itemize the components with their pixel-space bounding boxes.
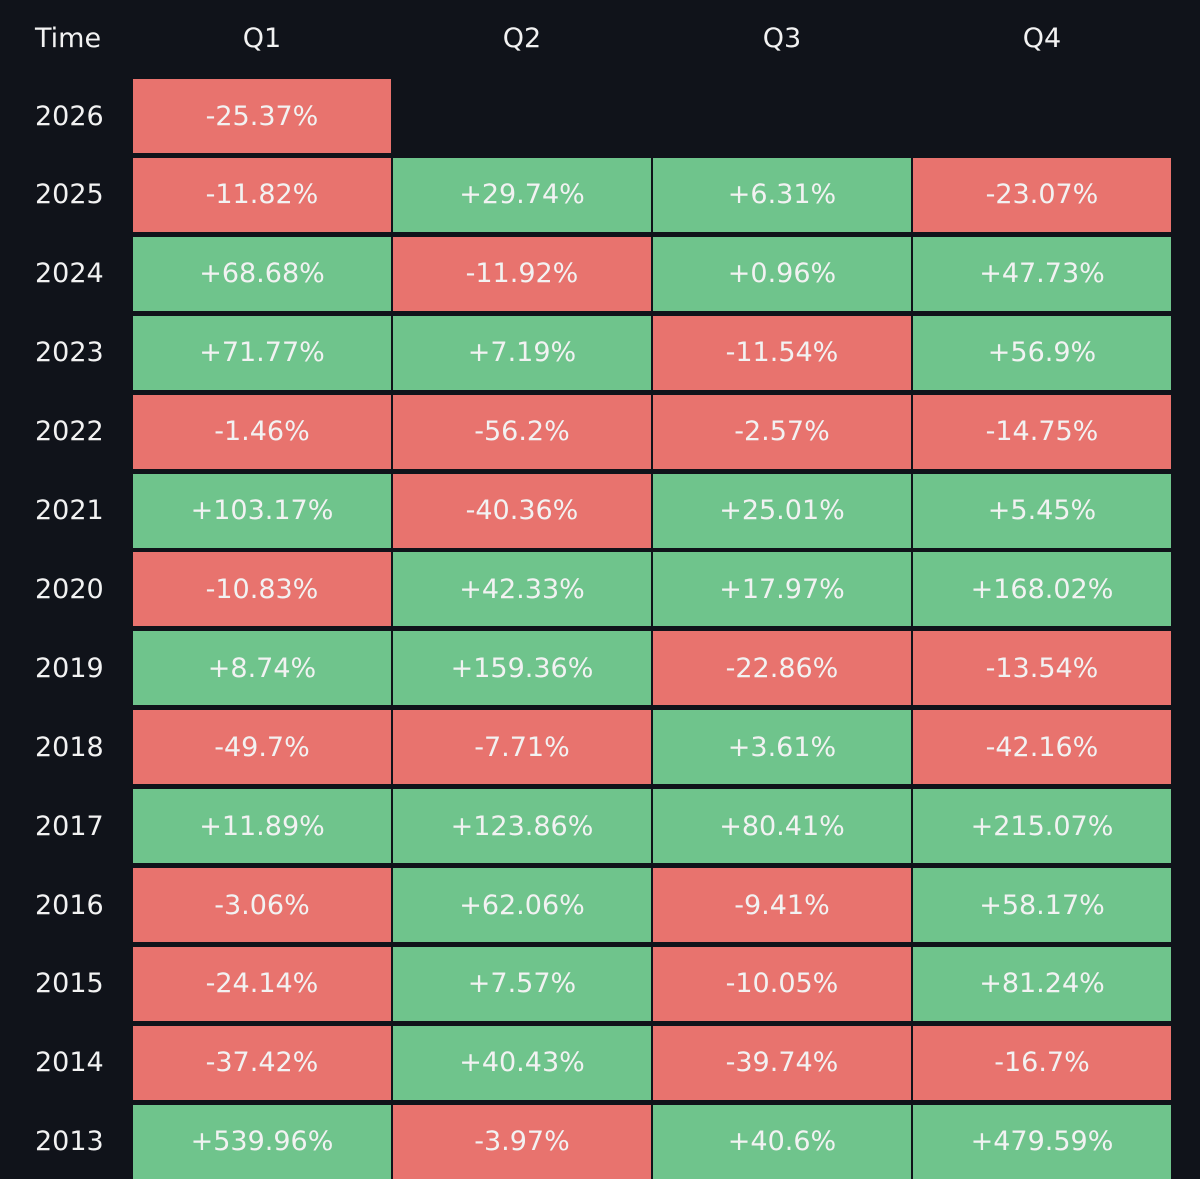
return-cell: +40.43% <box>393 1025 651 1100</box>
year-label: 2018 <box>35 731 104 763</box>
return-cell: +6.31% <box>653 157 911 232</box>
return-cell: -3.06% <box>133 868 391 942</box>
year-label: 2026 <box>35 100 104 132</box>
return-cell: +11.89% <box>133 789 391 864</box>
return-cell: -11.82% <box>133 157 391 232</box>
return-cell: +8.74% <box>133 631 391 706</box>
return-cell: -22.86% <box>653 631 911 706</box>
year-label: 2013 <box>35 1126 104 1158</box>
return-cell: +40.6% <box>653 1104 911 1179</box>
return-cell: -2.57% <box>653 394 911 469</box>
return-cell: +7.19% <box>393 315 651 390</box>
return-cell: +42.33% <box>393 552 651 627</box>
year-label: 2025 <box>35 179 104 211</box>
year-label: 2024 <box>35 258 104 290</box>
return-cell: -39.74% <box>653 1025 911 1100</box>
return-cell: +17.97% <box>653 552 911 627</box>
return-cell: +3.61% <box>653 710 911 785</box>
return-cell: -10.05% <box>653 946 911 1021</box>
return-cell: +80.41% <box>653 789 911 864</box>
return-cell: +68.68% <box>133 236 391 311</box>
year-label: 2016 <box>35 889 104 921</box>
return-cell: +25.01% <box>653 473 911 548</box>
return-cell: -16.7% <box>913 1025 1171 1100</box>
return-cell: -10.83% <box>133 552 391 627</box>
return-cell: +479.59% <box>913 1104 1171 1179</box>
return-cell: -11.54% <box>653 315 911 390</box>
year-label: 2020 <box>35 573 104 605</box>
return-cell: +7.57% <box>393 946 651 1021</box>
year-label: 2021 <box>35 495 104 526</box>
return-cell: -11.92% <box>393 236 651 311</box>
return-cell: +168.02% <box>913 552 1171 627</box>
return-cell: +215.07% <box>913 789 1171 864</box>
return-cell: -40.36% <box>393 473 651 548</box>
year-label: 2023 <box>35 337 104 369</box>
return-cell: +47.73% <box>913 236 1171 311</box>
year-label: 2015 <box>35 968 104 1000</box>
return-cell: -49.7% <box>133 710 391 785</box>
return-cell: +58.17% <box>913 868 1171 942</box>
return-cell: -25.37% <box>133 79 391 153</box>
year-label: 2014 <box>35 1047 104 1079</box>
return-cell: +81.24% <box>913 946 1171 1021</box>
return-cell: -3.97% <box>393 1104 651 1179</box>
return-cell: +103.17% <box>133 473 391 548</box>
return-cell: +29.74% <box>393 157 651 232</box>
return-cell: -42.16% <box>913 710 1171 785</box>
column-header: Q3 <box>762 22 802 54</box>
return-cell: +56.9% <box>913 315 1171 390</box>
return-cell: -14.75% <box>913 394 1171 469</box>
return-cell: -7.71% <box>393 710 651 785</box>
return-cell: -1.46% <box>133 394 391 469</box>
return-cell: -37.42% <box>133 1025 391 1100</box>
column-header: Q4 <box>1022 22 1062 54</box>
return-cell: +539.96% <box>133 1104 391 1179</box>
return-cell: -24.14% <box>133 946 391 1021</box>
return-cell: -9.41% <box>653 868 911 942</box>
return-cell: +62.06% <box>393 868 651 942</box>
year-label: 2019 <box>35 652 104 684</box>
column-header: Q1 <box>242 22 282 54</box>
column-header: Q2 <box>502 22 542 54</box>
return-cell: +123.86% <box>393 789 651 864</box>
return-cell: +71.77% <box>133 315 391 390</box>
return-cell: +5.45% <box>913 473 1171 548</box>
return-cell: +159.36% <box>393 631 651 706</box>
return-cell: +0.96% <box>653 236 911 311</box>
return-cell: -23.07% <box>913 157 1171 232</box>
return-cell: -13.54% <box>913 631 1171 706</box>
year-label: 2022 <box>35 416 104 448</box>
return-cell: -56.2% <box>393 394 651 469</box>
row-header-title: Time <box>35 22 102 54</box>
year-label: 2017 <box>35 810 104 842</box>
